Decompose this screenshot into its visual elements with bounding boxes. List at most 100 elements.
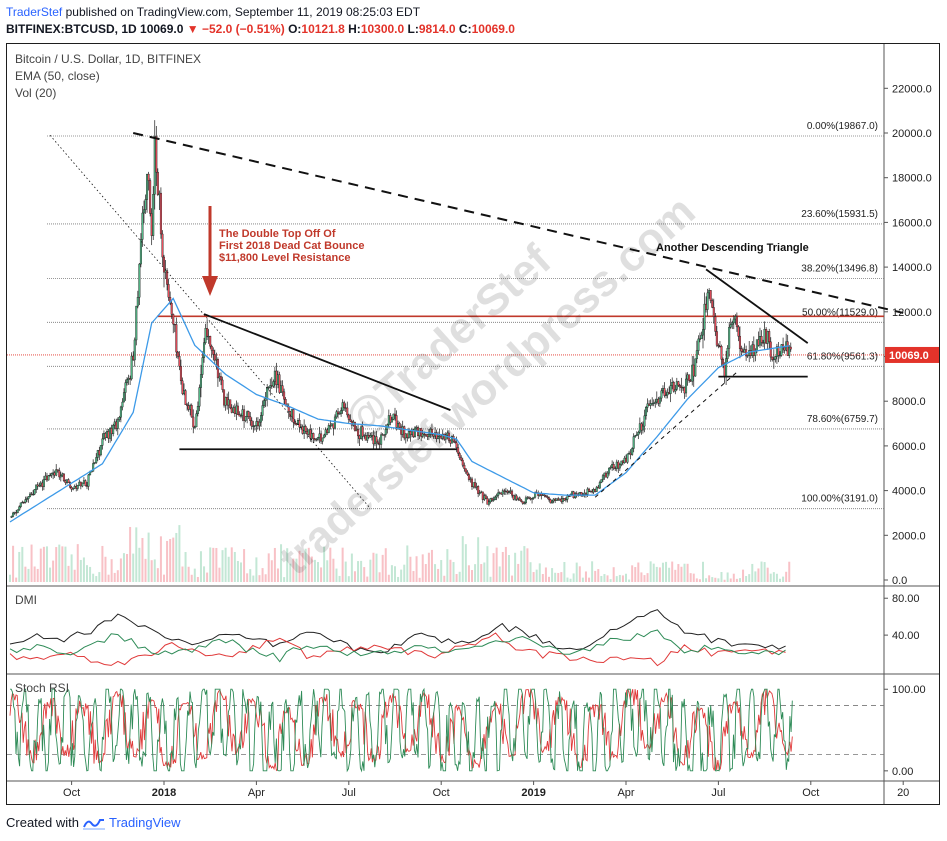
chart-area[interactable]: 0.00%(19867.0) 23.60%(15931.5) 38.20%(1349…: [6, 43, 940, 805]
volume-bar: [569, 578, 572, 582]
ema-line: [9, 297, 790, 523]
volume-bar: [387, 574, 390, 582]
candle: [631, 448, 634, 455]
volume-bar: [357, 561, 360, 582]
open-value: 10121.8: [301, 22, 345, 36]
candle: [135, 305, 138, 341]
volume-bar: [637, 562, 640, 582]
candle: [175, 324, 178, 353]
volume-bar: [110, 559, 113, 582]
volume-bar: [252, 575, 255, 582]
volume-bar: [36, 568, 39, 582]
candle: [176, 351, 179, 357]
candle: [346, 407, 349, 416]
volume-bar: [39, 548, 42, 582]
volume-bar: [449, 559, 452, 582]
author-link[interactable]: TraderStef: [6, 5, 63, 19]
volume-bar: [187, 566, 190, 582]
candle: [292, 409, 295, 423]
volume-bar: [523, 546, 526, 582]
volume-bar: [347, 576, 350, 582]
candle: [193, 426, 196, 428]
candle: [243, 409, 246, 421]
volume-bar: [215, 547, 218, 582]
candle: [566, 495, 569, 500]
candle: [167, 284, 170, 298]
tradingview-logo-icon: [82, 818, 105, 830]
candle: [156, 171, 159, 195]
volume-bar: [67, 565, 70, 582]
candle: [544, 495, 547, 498]
candle: [293, 421, 296, 424]
volume-bar: [295, 558, 298, 582]
candle: [501, 490, 504, 495]
volume-bar: [82, 557, 85, 582]
volume-bar: [646, 573, 649, 582]
volume-bar: [674, 569, 677, 582]
volume-bar: [206, 572, 209, 582]
volume-bar: [652, 563, 655, 582]
volume-bar: [101, 545, 104, 582]
volume-bar: [166, 540, 169, 582]
candle: [672, 382, 675, 392]
candle: [203, 342, 206, 358]
chart-svg[interactable]: 0.00%(19867.0) 23.60%(15931.5) 38.20%(1349…: [7, 44, 939, 804]
volume-bar: [178, 525, 181, 582]
candle: [35, 484, 38, 490]
candle: [92, 463, 95, 472]
volume-bar: [320, 567, 323, 582]
candle: [33, 489, 36, 495]
candle: [142, 209, 145, 214]
volume-bar: [668, 567, 671, 582]
candle: [390, 419, 393, 423]
volume-bar: [326, 560, 329, 582]
candle: [722, 359, 725, 365]
candle: [369, 435, 372, 438]
candle: [618, 464, 621, 469]
candle: [340, 410, 343, 414]
price-tick-label: 22000.0: [892, 83, 932, 95]
candle: [732, 318, 735, 324]
volume-bar: [135, 527, 138, 582]
volume-bar: [683, 563, 686, 582]
candle: [632, 436, 635, 449]
candle: [266, 387, 269, 399]
candle: [712, 307, 715, 317]
candle: [190, 405, 193, 418]
candle: [244, 416, 247, 421]
candle: [532, 496, 535, 499]
dmi-pane: [9, 609, 786, 667]
tradingview-brand[interactable]: TradingView: [108, 815, 181, 830]
candle: [518, 497, 521, 501]
candle: [55, 469, 58, 476]
candle: [384, 428, 387, 435]
volume-bar: [230, 547, 233, 582]
candle: [42, 479, 45, 487]
volume-bar: [763, 562, 766, 582]
candle: [460, 457, 463, 461]
candle: [478, 492, 481, 494]
candle: [495, 495, 498, 498]
volume-bar: [520, 550, 523, 582]
candle: [654, 401, 657, 404]
candle: [780, 344, 783, 356]
candle: [144, 199, 147, 210]
volume-bar: [390, 565, 393, 582]
candle: [772, 358, 775, 361]
volume-bar: [464, 544, 467, 582]
volume-bar: [695, 578, 698, 582]
volume-bar: [723, 579, 726, 582]
candle: [527, 497, 530, 499]
time-tick-label: Apr: [248, 787, 265, 799]
candle: [383, 434, 386, 436]
volume-bar: [720, 572, 723, 582]
footer: Created with TradingView: [6, 815, 181, 830]
volume-bar: [21, 546, 24, 582]
volume-bar: [64, 546, 67, 582]
volume-bar: [640, 572, 643, 582]
volume-bar: [15, 577, 18, 582]
candle: [50, 473, 53, 476]
volume-bar: [42, 546, 45, 582]
candle: [728, 326, 731, 349]
dmi-tick-label: 40.00: [892, 630, 920, 642]
